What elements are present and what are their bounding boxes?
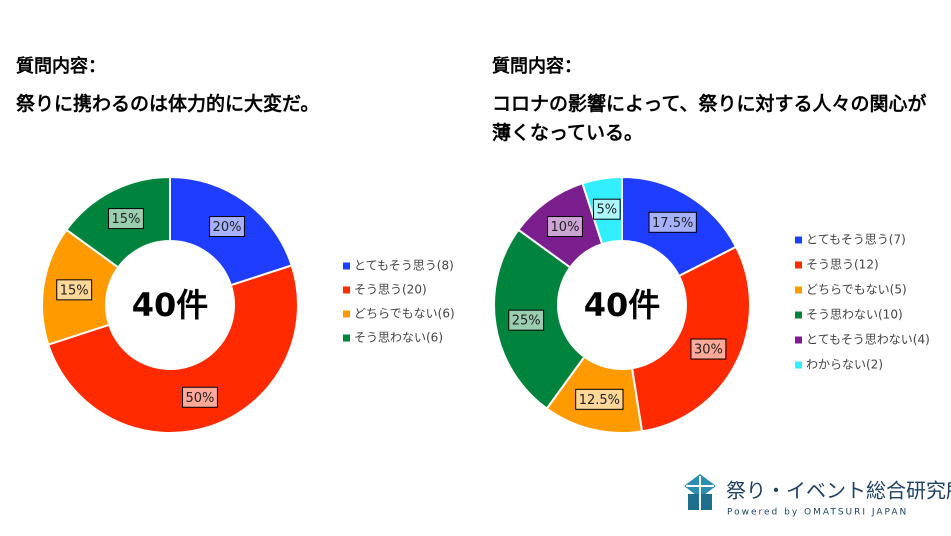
legend-label: そう思う(12)	[806, 258, 879, 272]
legend-swatch	[343, 286, 350, 294]
legend-label: どちらでもない(5)	[806, 283, 907, 297]
data-label: 15%	[60, 283, 89, 298]
data-label-box	[508, 309, 545, 331]
legend-swatch	[343, 262, 350, 270]
center-label: 40件	[584, 286, 661, 324]
legend-label: わからない(2)	[806, 358, 883, 372]
legend-swatch	[795, 311, 802, 319]
data-label: 12.5%	[579, 393, 620, 408]
legend-label: とてもそう思う(8)	[354, 259, 454, 273]
data-label-box	[690, 338, 727, 360]
data-label-box	[547, 216, 583, 238]
donut-segment	[47, 264, 299, 434]
legend-label: そう思わない(6)	[354, 331, 443, 345]
legend-swatch	[343, 310, 350, 318]
data-label-box	[56, 279, 93, 301]
legend-swatch	[795, 336, 802, 344]
data-label: 10%	[551, 220, 580, 235]
data-label-box	[209, 216, 245, 238]
data-label: 20%	[213, 220, 242, 235]
legend-swatch	[795, 286, 802, 294]
legend-swatch	[795, 261, 802, 269]
logo-tagline: Powered by OMATSURI JAPAN	[727, 508, 908, 518]
subtitle: 質問内容：	[492, 56, 582, 77]
legend-swatch	[343, 334, 350, 342]
logo-icon	[684, 474, 716, 510]
data-label: 50%	[186, 391, 215, 406]
data-label: 17.5%	[652, 216, 693, 231]
data-label: 30%	[694, 343, 723, 358]
logo-name: 祭り・イベント総合研究所	[726, 479, 951, 503]
center-label: 40件	[132, 286, 209, 324]
title: 祭りに携わるのは体力的に大変だ。	[16, 93, 320, 115]
data-label-box	[182, 386, 218, 408]
legend-swatch	[795, 236, 802, 244]
data-label-box	[648, 211, 697, 233]
data-label: 5%	[597, 203, 618, 218]
subtitle: 質問内容：	[16, 56, 106, 77]
legend-label: とてもそう思う(7)	[806, 233, 906, 247]
data-label-box	[575, 388, 624, 410]
legend-label: そう思わない(10)	[806, 308, 903, 322]
legend-label: とてもそう思わない(4)	[806, 333, 930, 347]
data-label: 15%	[112, 212, 141, 227]
data-label: 25%	[512, 314, 541, 329]
legend-label: どちらでもない(6)	[354, 307, 455, 321]
data-label-box	[108, 208, 144, 230]
data-label-box	[593, 198, 621, 220]
legend-swatch	[795, 361, 802, 369]
legend-label: そう思う(20)	[354, 283, 427, 297]
title: コロナの影響によって、祭りに対する人々の関心が薄くなっている。	[492, 93, 927, 144]
